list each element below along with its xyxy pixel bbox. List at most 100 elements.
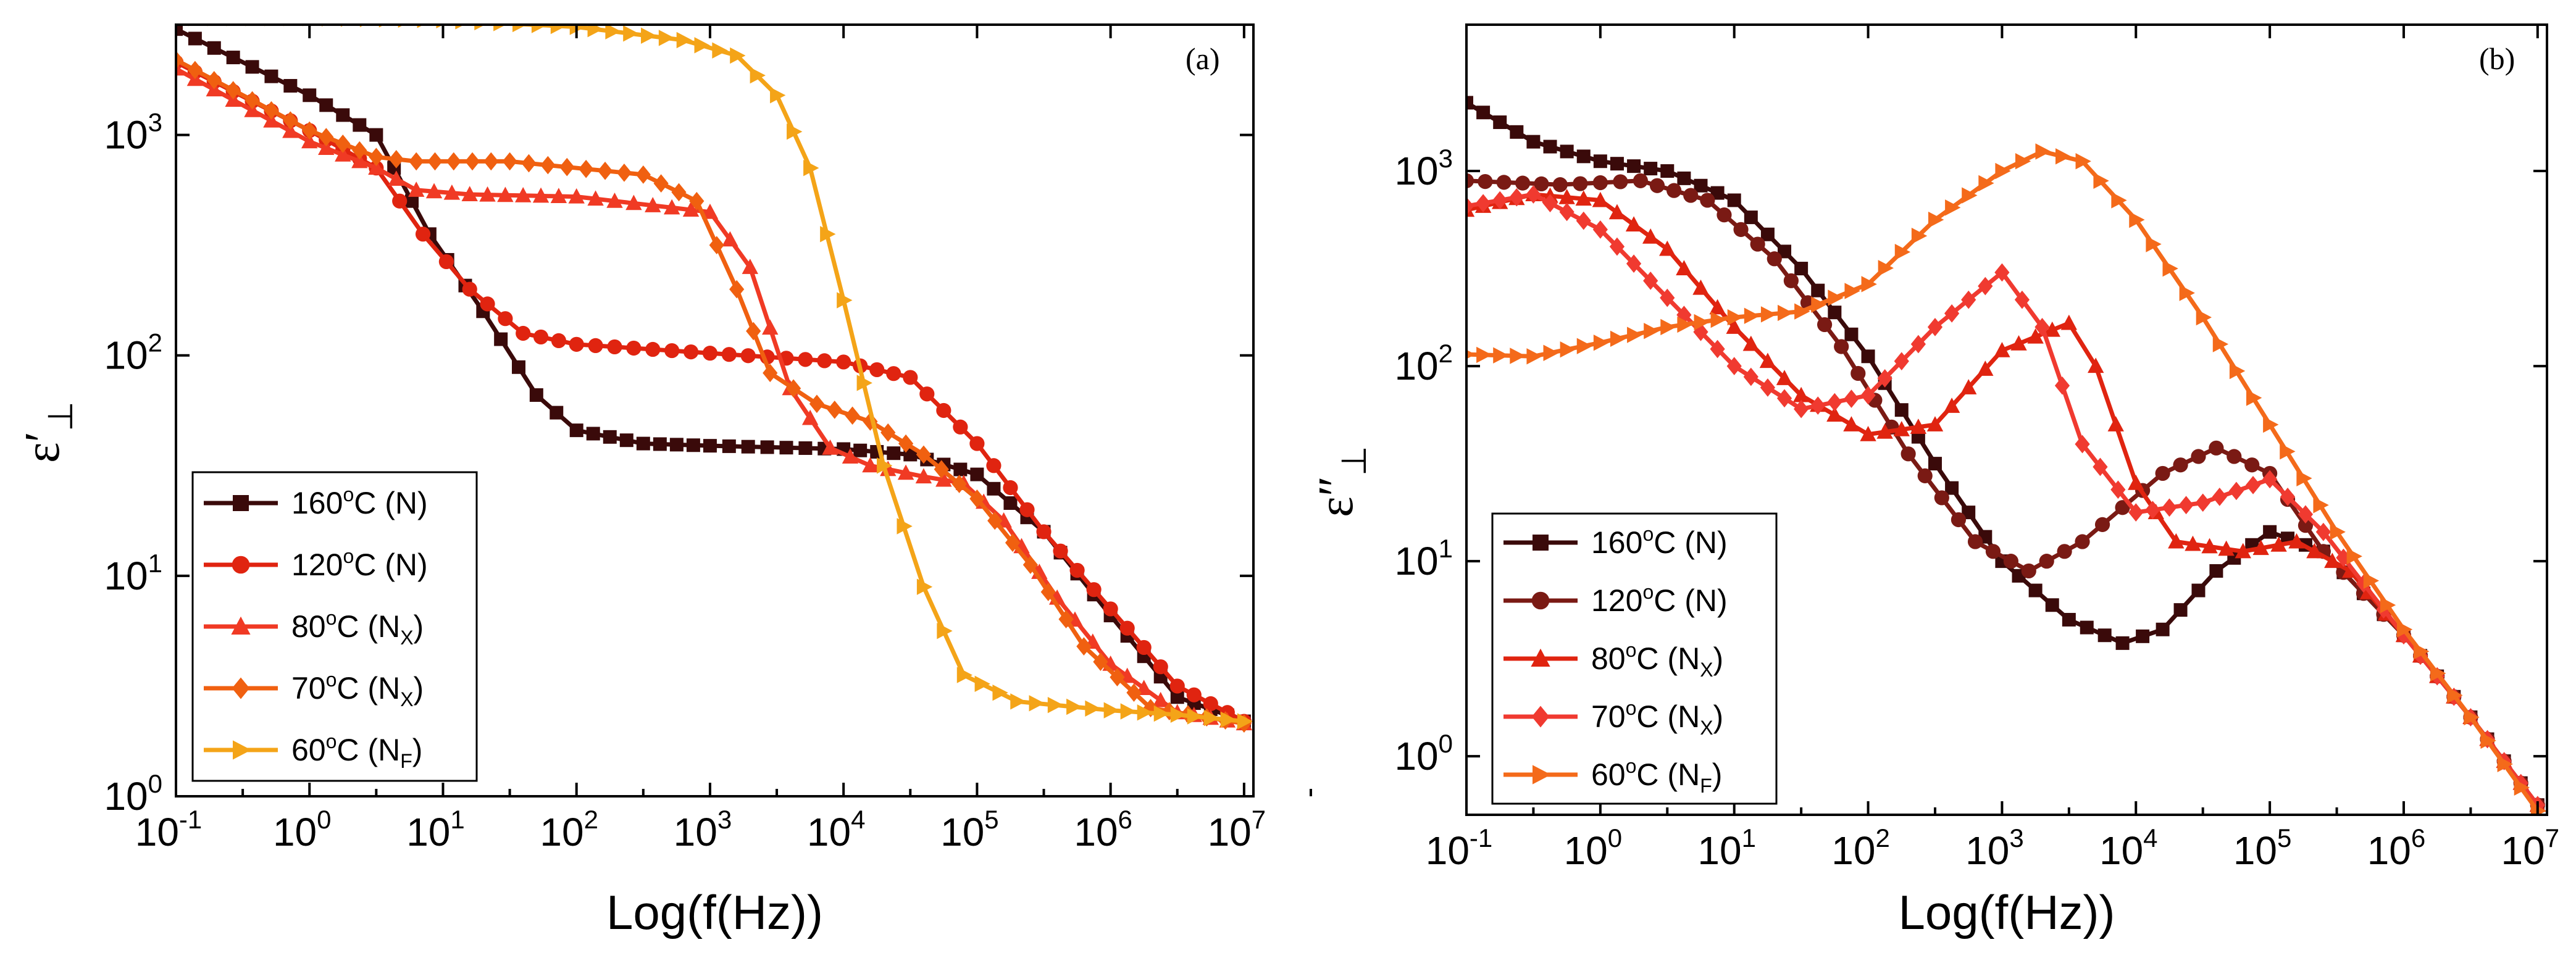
data-point <box>862 457 879 473</box>
data-point <box>722 231 738 247</box>
data-point <box>2094 517 2110 532</box>
data-point <box>568 188 585 204</box>
data-point <box>606 192 623 208</box>
data-point <box>709 236 724 254</box>
data-point <box>1534 176 1549 191</box>
legend-item: 80oC (NX) <box>1503 639 1723 681</box>
data-point <box>701 203 719 219</box>
legend-marker <box>1531 706 1550 728</box>
data-point <box>1153 705 1170 722</box>
data-point <box>1509 188 1524 207</box>
data-point <box>869 362 885 378</box>
data-point <box>353 118 367 132</box>
data-point <box>1928 457 1942 471</box>
data-point <box>2136 629 2150 643</box>
data-point <box>1750 236 1765 252</box>
data-point <box>2054 376 2070 395</box>
data-point <box>2156 622 2170 636</box>
data-point <box>464 152 480 171</box>
data-point <box>730 47 746 64</box>
data-point <box>1861 349 1875 364</box>
data-point <box>1066 698 1082 715</box>
data-point <box>1694 178 1708 193</box>
data-point <box>951 475 967 493</box>
data-point <box>1894 352 1909 371</box>
data-point <box>1552 177 1568 193</box>
data-point <box>1844 283 1860 299</box>
x-tick-label: 100 <box>273 805 332 854</box>
legend-marker <box>1531 591 1550 610</box>
data-point <box>1760 227 1775 241</box>
data-point <box>2015 153 2031 170</box>
data-point <box>1170 706 1187 723</box>
data-point <box>2014 290 2030 309</box>
data-point <box>1560 144 1574 159</box>
data-point <box>1995 162 2011 180</box>
legend-marker <box>231 616 251 635</box>
data-point <box>2093 172 2109 190</box>
data-point <box>845 406 860 425</box>
chart-panel-a: 10-1 100 101 102 103 104 105 106 107100101102103… <box>15 23 1312 939</box>
data-point <box>956 667 973 683</box>
data-point <box>1610 157 1624 171</box>
data-point <box>1543 344 1559 361</box>
data-point <box>625 194 642 210</box>
data-point <box>502 152 517 171</box>
data-point <box>1660 288 1675 307</box>
data-point <box>1726 357 1742 375</box>
data-point <box>636 436 650 451</box>
x-tick-label: 104 <box>807 805 866 854</box>
data-point <box>1576 211 1591 230</box>
data-point <box>1744 307 1760 324</box>
data-point <box>635 165 651 184</box>
data-point <box>1961 290 1976 309</box>
data-point <box>493 25 506 31</box>
data-point <box>1633 173 1649 188</box>
legend-item: 120oC (N) <box>1503 581 1728 618</box>
data-point <box>2128 503 2144 522</box>
data-point <box>1559 202 1574 222</box>
data-point <box>987 481 1001 496</box>
x-tick-label: 10-1 <box>135 805 203 854</box>
data-point <box>970 467 984 481</box>
data-point <box>480 296 495 312</box>
data-point <box>1003 496 1018 510</box>
data-point <box>511 360 525 374</box>
data-point <box>2313 497 2329 514</box>
legend-marker <box>232 556 250 574</box>
data-point <box>550 406 564 420</box>
data-point <box>2162 260 2178 277</box>
data-point <box>559 157 575 177</box>
data-point <box>1893 421 1910 436</box>
data-point <box>2212 487 2227 506</box>
data-point <box>2027 328 2044 344</box>
legend-label: 160oC (N) <box>291 483 428 520</box>
data-point <box>1093 652 1108 671</box>
data-point <box>2173 457 2188 473</box>
data-point <box>1776 389 1792 408</box>
data-point <box>1928 211 1944 228</box>
data-point <box>1944 304 1960 323</box>
data-point <box>1510 348 1526 364</box>
data-point <box>1005 533 1021 552</box>
data-point <box>1710 186 1725 200</box>
data-point <box>2075 435 2090 454</box>
data-point <box>1927 318 1943 336</box>
data-point <box>2228 481 2244 501</box>
data-point <box>787 123 803 140</box>
data-point <box>2396 626 2412 645</box>
axis-frame <box>175 23 1255 798</box>
data-point <box>521 154 537 173</box>
data-point <box>1683 188 1699 203</box>
data-point <box>498 311 513 327</box>
data-point <box>1962 506 1976 520</box>
data-point <box>1526 348 1542 365</box>
data-point <box>2235 543 2251 559</box>
data-point <box>1850 365 1866 381</box>
data-point <box>702 346 718 361</box>
data-point <box>1710 339 1725 359</box>
data-point <box>2244 457 2260 473</box>
data-point <box>1811 283 1825 298</box>
data-point <box>1103 601 1118 617</box>
data-point <box>1237 713 1253 730</box>
